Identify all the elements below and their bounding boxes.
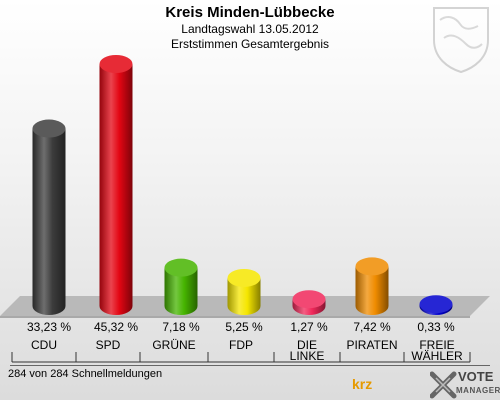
separator-line: [10, 365, 490, 366]
category-label-fdp: FDP: [229, 338, 253, 352]
chart-subtitle-type: Erststimmen Gesamtergebnis: [170, 37, 330, 51]
value-label-spd: 45,32 %: [94, 320, 138, 334]
chart-floor-edge: [0, 316, 470, 318]
bar-cdu: [32, 128, 66, 315]
chart-subtitle-date: Landtagswahl 13.05.2012: [181, 22, 319, 36]
bar-top-spd: [99, 55, 133, 73]
value-label-piraten: 7,42 %: [353, 320, 391, 334]
value-label-cdu: 33,23 %: [27, 320, 71, 334]
value-label-freie-whler: 0,33 %: [417, 320, 455, 334]
bar-top-grne: [164, 258, 198, 277]
value-label-grne: 7,18 %: [162, 320, 200, 334]
bar-top-freie-whler: [419, 295, 453, 314]
bar-fdp: [227, 277, 261, 315]
bar-top-fdp: [227, 268, 261, 287]
chart-title: Kreis Minden-Lübbecke: [165, 4, 335, 21]
vote-logo-subtext: MANAGER: [456, 386, 500, 395]
vote-manager-logo: [430, 371, 457, 399]
footer-status: 284 von 284 Schnellmeldungen: [8, 368, 163, 380]
coat-of-arms-icon: [433, 7, 489, 74]
category-label-die-linke: DIE LINKE: [290, 338, 325, 363]
category-label-freie-whler: FREIE WÄHLER: [411, 338, 463, 363]
category-label-cdu: CDU: [31, 338, 57, 352]
krz-logo: krz: [352, 376, 372, 392]
bar-piraten: [355, 266, 389, 315]
category-label-piraten: PIRATEN: [346, 338, 397, 352]
category-label-spd: SPD: [96, 338, 121, 352]
bar-top-cdu: [32, 119, 66, 138]
bar-grne: [164, 267, 198, 315]
bar-top-die-linke: [292, 290, 326, 309]
value-label-fdp: 5,25 %: [225, 320, 263, 334]
category-label-grne: GRÜNE: [152, 338, 195, 352]
chart-header: Kreis Minden-Lübbecke Landtagswahl 13.05…: [0, 4, 500, 52]
vote-logo-text: VOTE: [458, 369, 494, 384]
krz-logo-text: krz: [352, 376, 373, 392]
bar-spd: [99, 64, 133, 315]
bar-top-piraten: [355, 257, 389, 276]
value-label-die-linke: 1,27 %: [290, 320, 328, 334]
